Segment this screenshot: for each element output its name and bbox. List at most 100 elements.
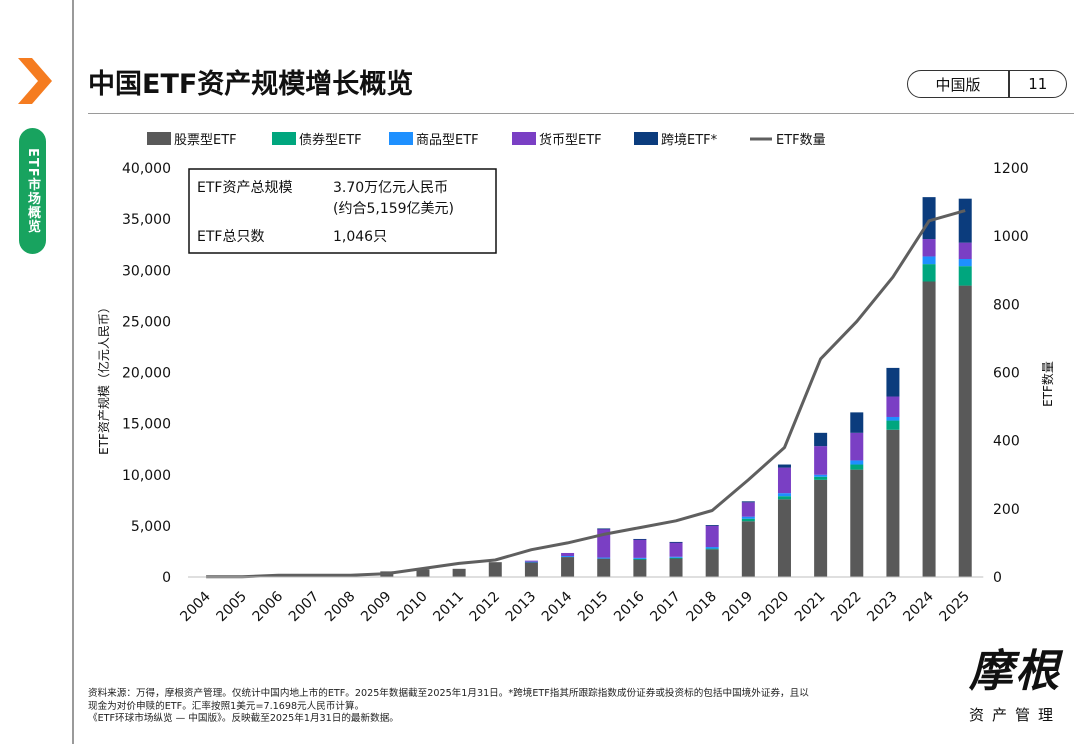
x-tick-label: 2021 — [792, 589, 829, 626]
logo-subtitle: 资产管理 — [968, 706, 1061, 724]
bar-segment — [958, 259, 972, 267]
bar-segment — [669, 557, 683, 559]
bar-segment — [922, 281, 936, 577]
bar-segment — [958, 198, 972, 243]
y2-tick-label: 200 — [993, 502, 1020, 518]
x-axis: 2004 2005 2006 2007 2008 2009 2010 2011 2012 2013… — [177, 576, 984, 626]
bar-segment — [741, 501, 755, 503]
total-count-label: ETF总只数 — [197, 229, 264, 245]
legend-label: 股票型ETF — [174, 133, 237, 148]
y-tick-label: 15,000 — [122, 417, 171, 433]
bar-segment — [850, 464, 864, 470]
y2-tick-label: 800 — [993, 297, 1020, 313]
footnote-line: 现金为对价申赎的ETF。汇率按照1美元=7.1698元人民币计算。 — [88, 700, 365, 712]
bar-segment — [814, 432, 828, 447]
legend-label: 跨境ETF* — [661, 133, 718, 148]
y-tick-label: 5,000 — [131, 519, 171, 535]
x-tick-label: 2018 — [683, 589, 720, 626]
bar-segment — [958, 266, 972, 286]
x-tick-label: 2022 — [828, 589, 865, 626]
y2-tick-label: 1000 — [993, 229, 1029, 245]
y-tick-label: 0 — [162, 570, 171, 586]
bar-segment — [814, 476, 828, 480]
total-aum-value: 3.70万亿元人民币 — [333, 180, 448, 196]
y2-axis-title: ETF数量 — [1040, 361, 1055, 407]
chevron-right-icon — [18, 58, 52, 104]
bar-segment — [741, 521, 755, 577]
bar-segment — [561, 556, 575, 558]
legend-label: 货币型ETF — [539, 132, 602, 148]
footnote-line: 资料来源：万得，摩根资产管理。仅统计中国内地上市的ETF。2025年数据截至20… — [88, 688, 809, 699]
x-tick-label: 2023 — [864, 589, 901, 626]
bar-segment — [958, 285, 972, 577]
bar-segment — [705, 525, 719, 526]
legend-label: ETF数量 — [776, 133, 826, 148]
bar-segment — [669, 542, 683, 557]
bar-segment — [597, 557, 611, 559]
page-number: 11 — [1028, 75, 1048, 93]
bar-segment — [705, 547, 719, 549]
bar-segment — [633, 559, 647, 577]
bar-segment — [850, 412, 864, 433]
bar-segment — [777, 499, 791, 577]
bar-segment — [886, 416, 900, 421]
y-tick-label: 40,000 — [122, 161, 171, 177]
left-divider-line — [72, 0, 74, 744]
total-count-value: 1,046只 — [333, 229, 387, 245]
bar-segment — [814, 446, 828, 475]
bar-segment — [524, 562, 538, 577]
x-tick-label: 2005 — [214, 589, 251, 626]
bar-segment — [561, 552, 575, 557]
bar-segment — [777, 496, 791, 500]
bar-segment — [741, 518, 755, 522]
y-tick-label: 30,000 — [122, 263, 171, 279]
y-tick-label: 35,000 — [122, 212, 171, 228]
bar-segment — [669, 556, 683, 558]
bar-segment — [777, 464, 791, 468]
bar-segment — [922, 239, 936, 257]
total-aum-label: ETF资产总规模 — [197, 180, 292, 196]
y-tick-label: 10,000 — [122, 468, 171, 484]
x-tick-label: 2014 — [539, 588, 576, 625]
bar-segment — [958, 242, 972, 260]
bar-segment — [741, 516, 755, 519]
footnote-line: 《ETF环球市场纵览 — 中国版》。反映截至2025年1月31日的最新数据。 — [88, 713, 399, 724]
etf-asset-chart: 股票型ETF 债券型ETF 商品型ETF 货币型ETF 跨境ETF* ETF数量 0 5,0… — [96, 132, 1055, 626]
x-tick-label: 2020 — [756, 589, 793, 626]
bar-segment — [416, 569, 430, 577]
x-tick-label: 2013 — [503, 589, 540, 626]
bar-segment — [633, 558, 647, 560]
company-logo: 摩根 资产管理 — [960, 644, 1070, 725]
chart-legend: 股票型ETF 债券型ETF 商品型ETF 货币型ETF 跨境ETF* ETF数量 — [147, 132, 826, 148]
bar-segment — [886, 429, 900, 577]
bar-segment — [524, 561, 538, 563]
source-footnote: 资料来源：万得，摩根资产管理。仅统计中国内地上市的ETF。2025年数据截至20… — [88, 688, 948, 726]
legend-swatch — [389, 132, 413, 145]
legend-swatch — [147, 132, 171, 145]
x-tick-label: 2011 — [430, 589, 467, 626]
page-title: 中国ETF资产规模增长概览 — [88, 69, 414, 100]
x-tick-label: 2008 — [322, 589, 359, 626]
bar-segment — [777, 467, 791, 494]
bar-segment — [705, 548, 719, 550]
bar-segment — [597, 558, 611, 577]
bar-segment — [561, 557, 575, 577]
bar-segment — [669, 541, 683, 543]
x-tick-label: 2025 — [937, 589, 974, 626]
x-tick-label: 2024 — [900, 588, 937, 625]
legend-swatch — [272, 132, 296, 145]
x-tick-label: 2007 — [286, 589, 323, 626]
x-tick-label: 2004 — [177, 588, 214, 625]
sidebar-section-tab: ETF市场概览 — [19, 128, 46, 254]
bar-segment — [886, 396, 900, 417]
bar-segment — [777, 493, 791, 497]
x-tick-label: 2006 — [250, 588, 287, 625]
bar-series-group — [380, 197, 972, 577]
bar-segment — [488, 562, 502, 577]
y-tick-label: 20,000 — [122, 366, 171, 382]
bar-segment — [597, 528, 611, 530]
total-aum-usd: (约合5,159亿美元) — [333, 201, 454, 217]
bar-segment — [850, 469, 864, 577]
badge-separator — [1008, 70, 1010, 98]
y2-tick-label: 400 — [993, 434, 1020, 450]
